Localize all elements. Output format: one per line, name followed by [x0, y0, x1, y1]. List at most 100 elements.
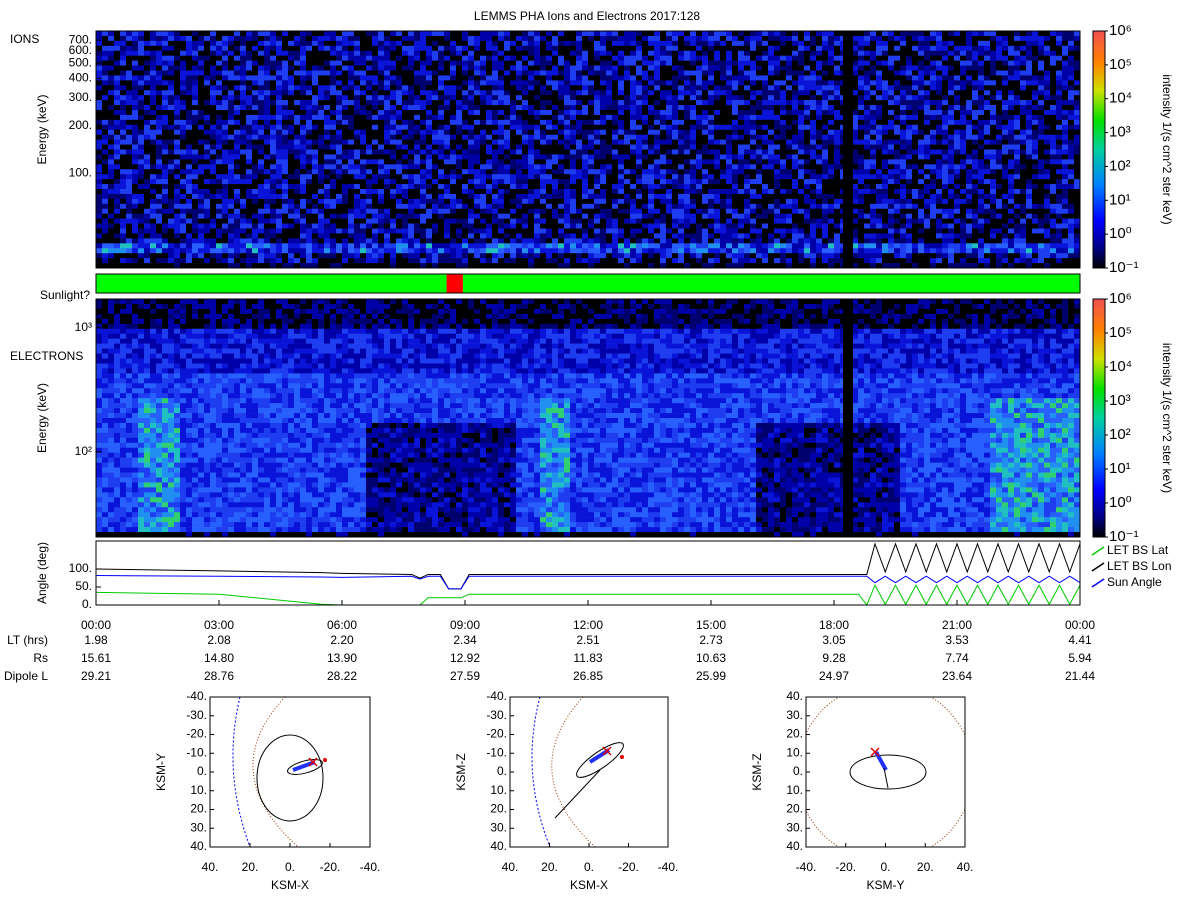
- spectrogram-cell: [210, 85, 216, 91]
- spectrogram-cell: [1026, 134, 1032, 140]
- spectrogram-cell: [264, 114, 270, 121]
- spectrogram-cell: [600, 50, 606, 56]
- spectrogram-cell: [186, 40, 192, 47]
- spectrogram-cell: [276, 50, 282, 56]
- spectrogram-cell: [180, 154, 186, 160]
- spectrogram-cell: [870, 134, 876, 140]
- spectrogram-cell: [414, 119, 420, 126]
- spectrogram-cell: [666, 35, 672, 42]
- spectrogram-cell: [1074, 114, 1080, 121]
- spectrogram-cell: [294, 179, 300, 185]
- spectrogram-cell: [582, 80, 588, 86]
- spectrogram-cell: [504, 105, 510, 111]
- spectrogram-cell: [738, 70, 744, 76]
- spectrogram-cell: [1050, 164, 1056, 170]
- spectrogram-cell: [714, 80, 720, 86]
- spectrogram-cell: [234, 154, 240, 160]
- spectrogram-cell: [300, 85, 306, 91]
- spectrogram-cell: [240, 149, 246, 155]
- spectrogram-cell: [1014, 149, 1020, 155]
- spectrogram-cell: [1038, 35, 1044, 42]
- spectrogram-cell: [450, 40, 456, 47]
- spectrogram-cell: [300, 35, 306, 42]
- spectrogram-cell: [348, 129, 354, 135]
- spectrogram-cell: [708, 129, 714, 135]
- spectrogram-cell: [702, 95, 708, 101]
- spectrogram-cell: [384, 105, 390, 111]
- spectrogram-cell: [690, 60, 696, 66]
- spectrogram-cell: [798, 90, 804, 96]
- spectrogram-cell: [534, 174, 540, 180]
- spectrogram-cell: [858, 119, 864, 126]
- spectrogram-cell: [174, 119, 180, 126]
- spectrogram-cell: [954, 40, 960, 47]
- spectrogram-cell: [678, 134, 684, 140]
- spectrogram-cell: [1056, 75, 1062, 81]
- spectrogram-cell: [492, 100, 498, 106]
- spectrogram-cell: [228, 90, 234, 96]
- spectrogram-cell: [1020, 154, 1026, 160]
- spectrogram-cell: [408, 90, 414, 96]
- spectrogram-cell: [144, 75, 150, 81]
- spectrogram-cell: [144, 114, 150, 121]
- spectrogram-cell: [444, 164, 450, 170]
- spectrogram-cell: [642, 139, 648, 145]
- spectrogram-cell: [522, 70, 528, 76]
- spectrogram-cell: [1026, 40, 1032, 47]
- spectrogram-cell: [138, 35, 144, 42]
- spectrogram-cell: [732, 31, 738, 37]
- spectrogram-cell: [426, 149, 432, 155]
- spectrogram-cell: [186, 119, 192, 126]
- spectrogram-cell: [120, 119, 126, 126]
- spectrogram-cell: [126, 129, 132, 135]
- spectrogram-cell: [354, 100, 360, 106]
- spectrogram-cell: [1020, 70, 1026, 76]
- spectrogram-cell: [540, 149, 546, 155]
- spectrogram-cell: [498, 114, 504, 121]
- spectrogram-cell: [540, 105, 546, 111]
- spectrogram-cell: [120, 60, 126, 66]
- spectrogram-cell: [132, 75, 138, 81]
- spectrogram-cell: [210, 119, 216, 126]
- spectrogram-cell: [930, 80, 936, 86]
- spectrogram-cell: [630, 80, 636, 86]
- spectrogram-cell: [264, 95, 270, 101]
- spectrogram-cell: [606, 110, 612, 116]
- spectrogram-cell: [780, 159, 786, 165]
- spectrogram-cell: [492, 45, 498, 52]
- spectrogram-cell: [504, 154, 510, 160]
- spectrogram-cell: [942, 139, 948, 145]
- spectrogram-cell: [402, 50, 408, 56]
- spectrogram-cell: [936, 139, 942, 145]
- spectrogram-cell: [882, 90, 888, 96]
- spectrogram-cell: [984, 139, 990, 145]
- spectrogram-cell: [222, 75, 228, 81]
- spectrogram-cell: [468, 75, 474, 81]
- spectrogram-cell: [588, 35, 594, 42]
- spectrogram-cell: [462, 40, 468, 47]
- spectrogram-cell: [594, 31, 600, 37]
- spectrogram-cell: [960, 90, 966, 96]
- spectrogram-cell: [978, 90, 984, 96]
- spectrogram-cell: [114, 124, 120, 131]
- spectrogram-cell: [468, 70, 474, 76]
- spectrogram-cell: [582, 139, 588, 145]
- spectrogram-cell: [1074, 164, 1080, 170]
- spectrogram-cell: [120, 129, 126, 135]
- spectrogram-cell: [276, 80, 282, 86]
- spectrogram-cell: [378, 80, 384, 86]
- spectrogram-cell: [924, 70, 930, 76]
- spectrogram-cell: [600, 55, 606, 61]
- spectrogram-cell: [960, 85, 966, 91]
- spectrogram-cell: [936, 174, 942, 180]
- spectrogram-cell: [300, 70, 306, 76]
- spectrogram-cell: [444, 85, 450, 91]
- spectrogram-cell: [342, 110, 348, 116]
- spectrogram-cell: [804, 100, 810, 106]
- spectrogram-cell: [1062, 144, 1068, 150]
- spectrogram-cell: [1026, 139, 1032, 145]
- spectrogram-cell: [690, 139, 696, 145]
- spectrogram-cell: [168, 134, 174, 140]
- spectrogram-cell: [510, 100, 516, 106]
- spectrogram-cell: [588, 40, 594, 47]
